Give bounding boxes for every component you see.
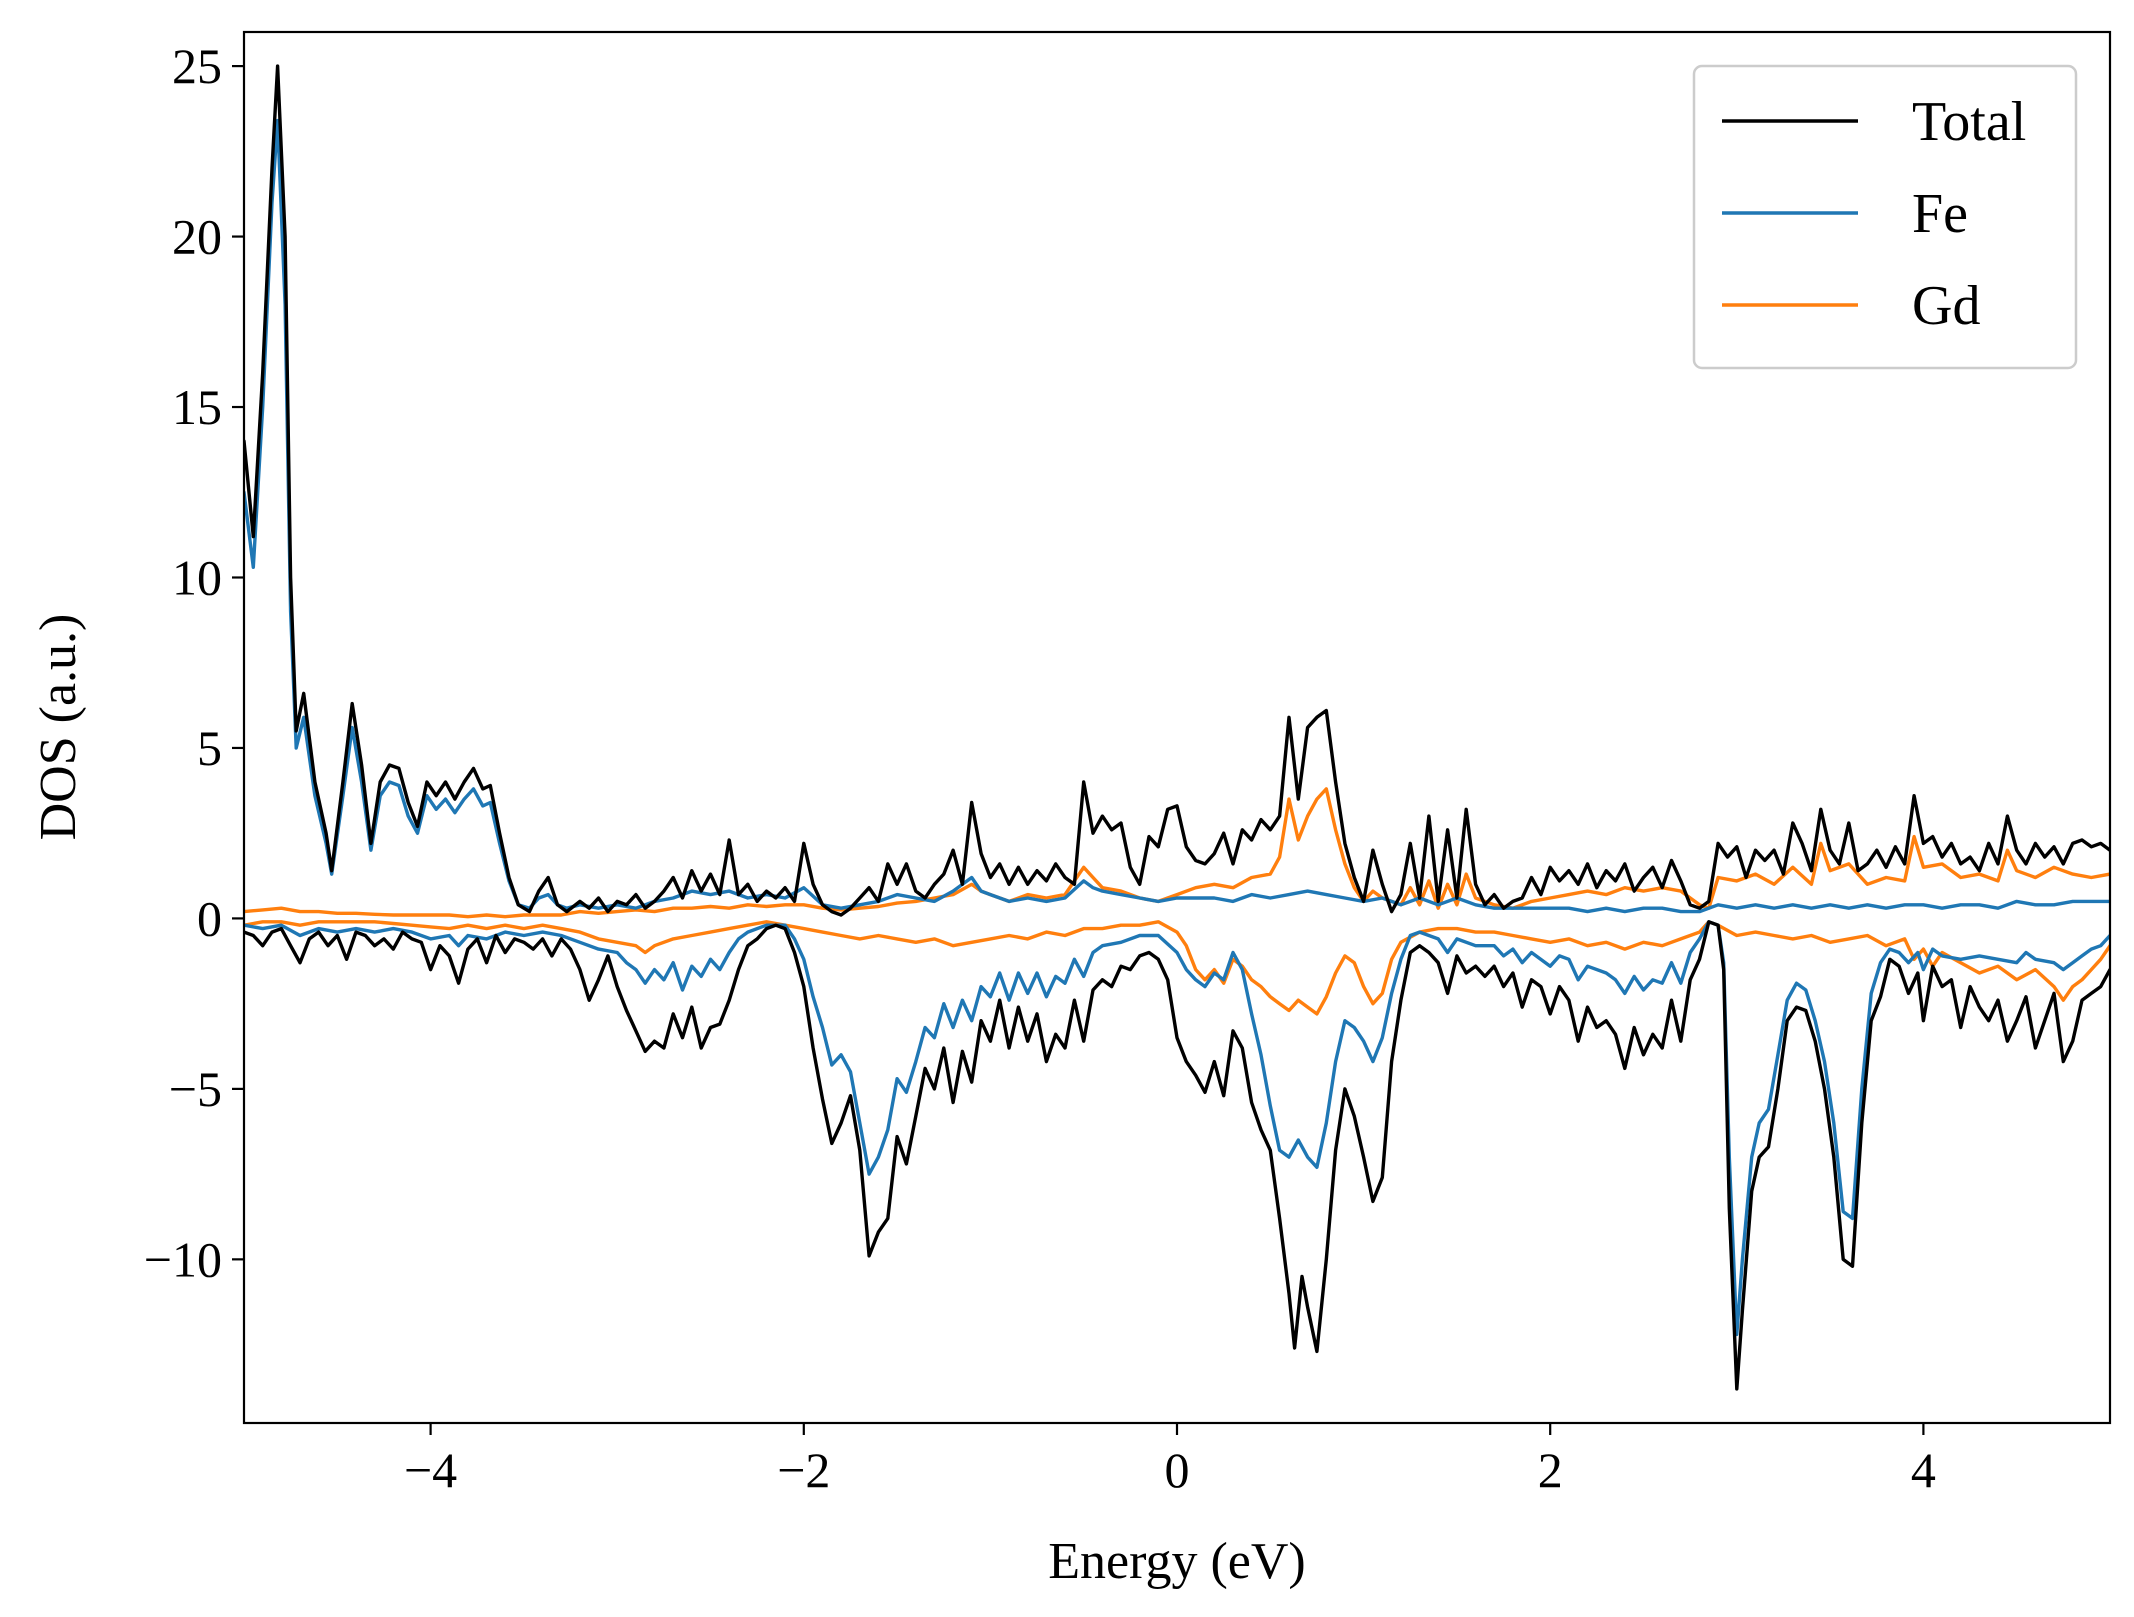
y-axis-label: DOS (a.u.) — [30, 614, 87, 841]
series-line-total-spin-down — [244, 920, 2110, 1391]
y-tick-label: −10 — [144, 1231, 222, 1287]
legend-label-total: Total — [1912, 91, 2026, 153]
x-tick-label: 0 — [1165, 1442, 1190, 1498]
series-line-gd-spin-down — [244, 920, 2110, 1016]
y-tick-label: 25 — [172, 38, 222, 94]
legend-label-fe: Fe — [1912, 183, 1968, 245]
y-tick-label: 20 — [172, 209, 222, 265]
y-tick-label: −5 — [169, 1061, 222, 1117]
y-tick-label: 5 — [197, 720, 222, 776]
x-tick-label: −4 — [404, 1442, 457, 1498]
x-ticks: −4 −2 0 2 4 — [404, 1423, 1936, 1498]
legend-label-gd: Gd — [1912, 275, 1980, 337]
series-layer — [244, 64, 2110, 1391]
legend: Total Fe Gd — [1692, 64, 2078, 370]
x-tick-label: 2 — [1538, 1442, 1563, 1498]
series-line-fe-spin-down — [244, 920, 2110, 1337]
x-axis-label: Energy (eV) — [1048, 1533, 1306, 1590]
y-tick-label: 0 — [197, 890, 222, 946]
y-tick-label: 10 — [172, 549, 222, 605]
y-tick-label: 15 — [172, 379, 222, 435]
x-tick-label: 4 — [1911, 1442, 1936, 1498]
y-ticks: −10 −5 0 5 10 15 20 25 — [144, 38, 244, 1287]
series-line-gd-spin-up — [244, 787, 2110, 919]
x-tick-label: −2 — [777, 1442, 830, 1498]
series-line-total-spin-up — [244, 64, 2110, 917]
legend-entries: Total Fe Gd — [1722, 91, 2026, 337]
legend-box — [1692, 64, 2078, 370]
